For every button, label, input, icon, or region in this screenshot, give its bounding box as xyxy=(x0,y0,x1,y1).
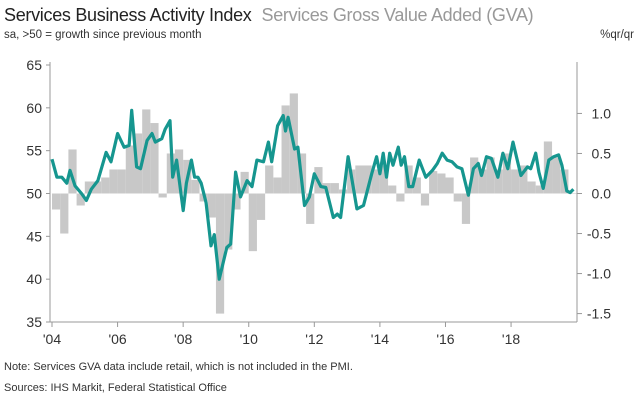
left-tick-label: 40 xyxy=(26,271,42,287)
gva-bar xyxy=(166,153,175,194)
right-tick-label: 1.0 xyxy=(592,105,612,121)
x-tick-label: '18 xyxy=(502,331,520,347)
right-tick-label: 0.0 xyxy=(592,186,612,202)
gva-bar xyxy=(470,157,479,194)
gva-bar xyxy=(379,165,389,194)
gva-bar xyxy=(527,181,536,194)
gva-bar xyxy=(437,173,446,194)
right-tick-label: 0.5 xyxy=(592,145,612,161)
gva-bar xyxy=(371,169,380,194)
left-tick-label: 45 xyxy=(26,228,42,244)
gva-bar xyxy=(396,193,405,202)
gva-bar xyxy=(429,171,438,194)
gva-bar xyxy=(445,177,454,194)
footnote: Note: Services GVA data include retail, … xyxy=(4,361,353,373)
gva-bar xyxy=(68,149,77,194)
gva-bar xyxy=(478,169,487,194)
gva-bar xyxy=(461,193,471,224)
tick-labels: 35 40 45 50 55 60 65 -1.5 -1.0 -0.5 0.0 0.5 1.0 '04 '0… xyxy=(26,57,611,347)
gva-bar xyxy=(191,179,200,194)
right-tick-label: -1.0 xyxy=(587,266,611,282)
gva-bar xyxy=(150,123,159,194)
gva-bar xyxy=(76,193,85,206)
gva-bar xyxy=(52,193,61,210)
gva-bar xyxy=(265,165,274,194)
left-tick-label: 35 xyxy=(26,314,42,330)
gva-bar xyxy=(511,169,520,194)
gva-bar xyxy=(215,193,225,314)
gva-bar xyxy=(125,145,134,194)
gva-bar xyxy=(281,105,290,194)
gva-bar xyxy=(207,193,216,218)
gva-bar xyxy=(273,177,282,194)
gva-bar xyxy=(256,193,266,220)
left-tick-label: 50 xyxy=(26,186,42,202)
gva-bar xyxy=(535,185,544,194)
gva-bar xyxy=(248,193,257,252)
gva-bar xyxy=(133,133,143,194)
gva-bar xyxy=(453,193,462,202)
gva-bar xyxy=(486,157,495,194)
gva-bar xyxy=(355,165,364,194)
gva-bar xyxy=(388,185,397,194)
title-pmi: Services Business Activity Index xyxy=(4,5,252,25)
gva-bar xyxy=(60,193,69,234)
gva-bar xyxy=(158,193,167,198)
axes xyxy=(46,62,582,327)
gva-bar xyxy=(519,165,528,194)
x-tick-label: '10 xyxy=(240,331,258,347)
gva-bar xyxy=(101,177,110,194)
gva-bar xyxy=(232,193,241,210)
x-tick-label: '14 xyxy=(371,331,389,347)
left-tick-label: 55 xyxy=(26,143,42,159)
gva-bar xyxy=(412,177,421,194)
gva-bar xyxy=(109,169,118,194)
sources: Sources: IHS Markit, Federal Statistical… xyxy=(4,382,227,394)
gva-bar xyxy=(84,181,93,194)
left-tick-label: 60 xyxy=(26,100,42,116)
x-tick-label: '06 xyxy=(108,331,126,347)
gva-bar xyxy=(330,183,339,194)
chart-title: Services Business Activity Index Services… xyxy=(4,4,634,26)
gva-bar xyxy=(92,181,102,194)
right-axis-unit: %qr/qr xyxy=(600,29,634,41)
gva-bar xyxy=(502,153,512,194)
right-tick-label: -1.5 xyxy=(587,306,611,322)
x-tick-label: '12 xyxy=(305,331,323,347)
title-gva: Services Gross Value Added (GVA) xyxy=(261,5,534,25)
gva-bar xyxy=(552,157,561,194)
gva-bar xyxy=(117,169,126,194)
gva-bar xyxy=(224,193,233,250)
x-tick-label: '04 xyxy=(43,331,61,347)
gva-bar xyxy=(363,165,372,194)
x-tick-label: '08 xyxy=(174,331,192,347)
right-tick-label: -0.5 xyxy=(587,226,611,242)
x-tick-label: '16 xyxy=(436,331,454,347)
gva-bar xyxy=(420,193,430,206)
left-tick-label: 65 xyxy=(26,57,42,73)
gva-bar xyxy=(494,169,503,194)
left-axis-subtitle: sa, >50 = growth since previous month xyxy=(4,29,202,41)
gva-bar xyxy=(142,109,151,194)
pmi-line xyxy=(50,108,575,281)
gva-bar xyxy=(568,193,577,194)
gva-bar xyxy=(306,193,315,224)
